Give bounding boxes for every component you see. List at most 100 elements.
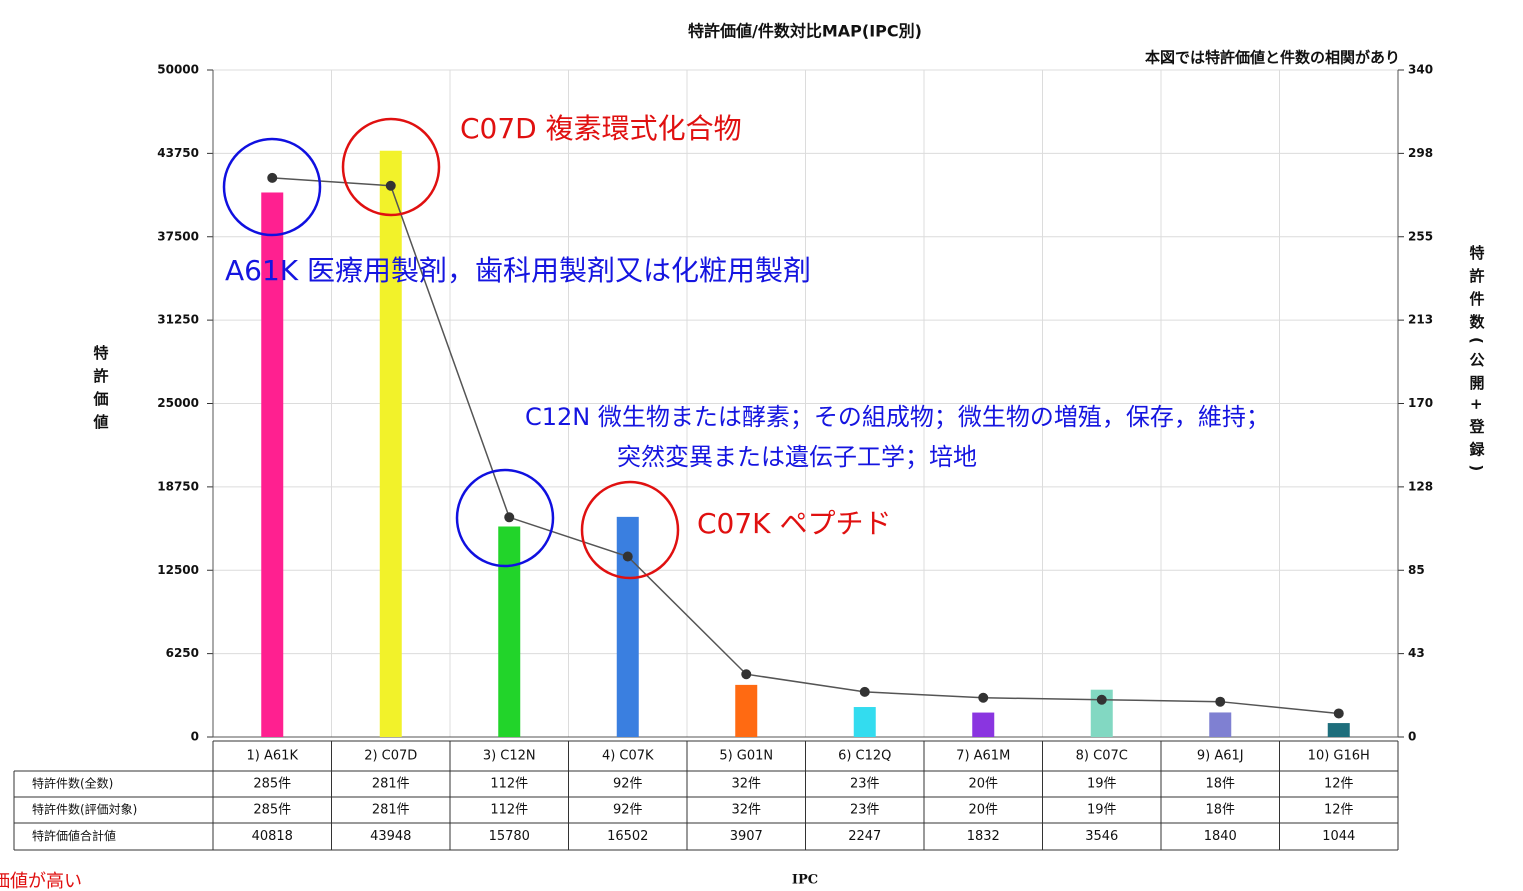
annotation: C12N 微生物または酵素；その組成物；微生物の増殖，保存，維持； <box>525 403 1270 431</box>
bar <box>1327 723 1350 737</box>
y2-tick-label: 0 <box>1408 730 1416 744</box>
y2-tick-label: 43 <box>1408 646 1425 660</box>
circle <box>455 468 555 568</box>
y-tick-label: 0 <box>191 730 199 744</box>
y-tick-label: 43750 <box>157 146 199 160</box>
annotation: A61K 医療用製剤，歯科用製剤又は化粧用製剤 <box>225 254 811 287</box>
line-point <box>741 669 752 680</box>
bar <box>1090 689 1113 737</box>
table-cell: 285件 <box>253 777 291 792</box>
line-point <box>622 551 633 562</box>
annotation: C07D 複素環式化合物 <box>460 112 742 145</box>
y-tick-label: 50000 <box>157 63 199 77</box>
y2-tick-label: 213 <box>1408 313 1433 327</box>
bar <box>616 516 639 737</box>
table-cell: 112件 <box>490 777 528 792</box>
y2-tick-label: 255 <box>1408 229 1433 243</box>
circle <box>341 117 441 217</box>
x-tick-label: 9) A61J <box>1197 749 1244 764</box>
x-tick-label: 10) G16H <box>1308 749 1370 764</box>
bar <box>853 707 876 737</box>
chart-title: 特許価値/件数対比MAP(IPC別) <box>688 22 922 41</box>
table-cell: 16502 <box>607 829 648 844</box>
table-cell: 12件 <box>1324 803 1354 818</box>
table-cell: 1044 <box>1322 829 1355 844</box>
table-cell: 285件 <box>253 803 291 818</box>
table-cell: 1840 <box>1204 829 1237 844</box>
annotation: 価値が高い <box>0 871 82 891</box>
annotation: C07K ペプチド <box>697 507 891 540</box>
x-tick-label: 5) G01N <box>719 749 773 764</box>
table-cell: 32件 <box>731 777 761 792</box>
y-tick-label: 6250 <box>166 646 199 660</box>
line-point <box>978 692 989 703</box>
table-cell: 92件 <box>613 777 643 792</box>
y-tick-label: 12500 <box>157 563 199 577</box>
line-point <box>385 180 396 191</box>
line <box>272 177 1339 715</box>
bar <box>972 712 995 737</box>
table-cell: 20件 <box>968 777 998 792</box>
table-cell: 281件 <box>372 777 410 792</box>
table-cell: 19件 <box>1087 777 1117 792</box>
table-row-label: 特許価値合計値 <box>32 828 116 843</box>
table-cell: 32件 <box>731 803 761 818</box>
circle <box>222 137 322 237</box>
bar <box>735 684 758 737</box>
table-cell: 3546 <box>1085 829 1118 844</box>
y2-axis-label: 特許件数(公開+登録) <box>1468 244 1486 479</box>
x-tick-label: 4) C07K <box>602 749 654 764</box>
plot: 0 6250 12500 18750 25000 31250 37500 43750 50000… <box>13 63 1433 851</box>
x-tick-label: 8) C07C <box>1076 749 1128 764</box>
table-cell: 18件 <box>1205 777 1235 792</box>
table-cell: 92件 <box>613 803 643 818</box>
highlight-circles <box>222 117 680 580</box>
y-tick-label: 31250 <box>157 313 199 327</box>
y2-tick-label: 85 <box>1408 563 1425 577</box>
bar <box>498 526 521 737</box>
table-cell: 2247 <box>848 829 881 844</box>
table-cell: 281件 <box>372 803 410 818</box>
x-tick-label: 2) C07D <box>364 749 417 764</box>
y-tick-label: 18750 <box>157 479 199 493</box>
line-point <box>859 686 870 697</box>
line-point <box>1333 708 1344 719</box>
bar <box>379 150 402 738</box>
table-cell: 1832 <box>967 829 1000 844</box>
table-cell: 112件 <box>490 803 528 818</box>
table-cell: 23件 <box>850 803 880 818</box>
y2-tick-label: 340 <box>1408 63 1433 77</box>
table-cell: 12件 <box>1324 777 1354 792</box>
y-tick-label: 25000 <box>157 396 199 410</box>
line-point <box>1215 696 1226 707</box>
chart-subtitle: 本図では特許価値と件数の相関があり <box>1145 49 1400 67</box>
line-point <box>267 172 278 183</box>
table-cell: 3907 <box>730 829 763 844</box>
x-tick-label: 6) C12Q <box>838 749 891 764</box>
table-cell: 18件 <box>1205 803 1235 818</box>
table-row-label: 特許件数(評価対象) <box>32 802 137 817</box>
circle <box>580 480 680 580</box>
table-cell: 15780 <box>489 829 530 844</box>
y-axis-label: 特許価値 <box>92 344 110 437</box>
table-cell: 40818 <box>252 829 293 844</box>
bar <box>261 192 284 737</box>
table-cell: 23件 <box>850 777 880 792</box>
table-cell: 19件 <box>1087 803 1117 818</box>
table-row-label: 特許件数(全数) <box>32 776 113 791</box>
x-tick-label: 1) A61K <box>247 749 299 764</box>
bar <box>1209 712 1232 737</box>
y-tick-label: 37500 <box>157 229 199 243</box>
x-tick-label: 7) A61M <box>956 749 1010 764</box>
y2-tick-label: 128 <box>1408 479 1433 493</box>
table-cell: 20件 <box>968 803 998 818</box>
y2-tick-label: 298 <box>1408 146 1433 160</box>
annotation: 突然変異または遺伝子工学；培地 <box>617 443 977 471</box>
x-axis-label: IPC <box>792 873 818 888</box>
line-point <box>504 512 515 523</box>
table-cell: 43948 <box>370 829 411 844</box>
y2-tick-label: 170 <box>1408 396 1433 410</box>
x-tick-label: 3) C12N <box>483 749 536 764</box>
line-point <box>1096 694 1107 705</box>
